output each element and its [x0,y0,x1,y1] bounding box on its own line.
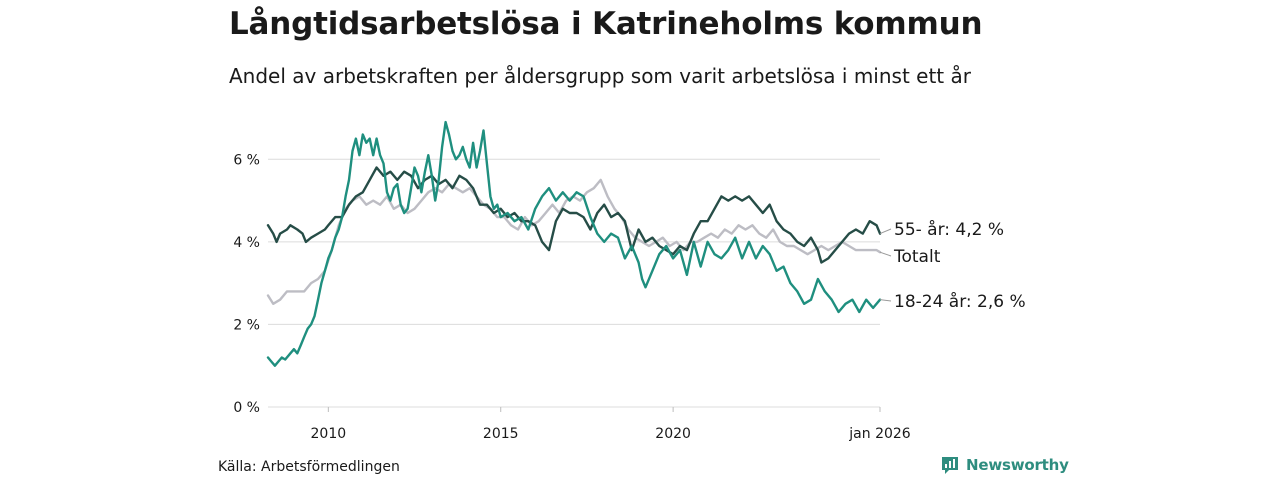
x-tick-label: 2015 [483,426,519,442]
chart-title: Långtidsarbetslösa i Katrineholms kommun [229,6,983,42]
brand-name: Newsworthy [966,456,1069,474]
source-note: Källa: Arbetsförmedlingen [218,459,400,475]
end-label-total: Totalt [893,247,941,267]
grid-layer: 0 % 2 % 4 % 6 % [233,152,880,416]
x-tick-label: 2020 [655,426,691,442]
x-tick-label: jan 2026 [848,426,911,442]
x-axis-layer: 2010 2015 2020 jan 2026 [311,407,911,442]
newsworthy-logo[interactable]: Newsworthy [940,455,1069,475]
y-tick-label: 2 % [233,317,260,333]
y-tick-label: 6 % [233,152,260,168]
y-tick-label: 0 % [233,400,260,416]
chart-subtitle: Andel av arbetskraften per åldersgrupp s… [229,64,971,88]
leader-line-youth [879,299,892,302]
end-label-layer: Totalt 55- år: 4,2 % 18-24 år: 2,6 % [879,219,1026,312]
end-label-youth: 18-24 år: 2,6 % [894,291,1026,312]
series-line-senior [266,166,882,264]
leader-line-total [879,251,892,257]
series-layer [266,120,882,367]
series-line-youth [266,120,882,367]
end-label-senior: 55- år: 4,2 % [894,219,1004,240]
x-tick-label: 2010 [311,426,347,442]
series-line-total [266,178,882,305]
newsworthy-icon [942,457,958,474]
leader-line-senior [879,228,892,235]
y-tick-label: 4 % [233,235,260,251]
